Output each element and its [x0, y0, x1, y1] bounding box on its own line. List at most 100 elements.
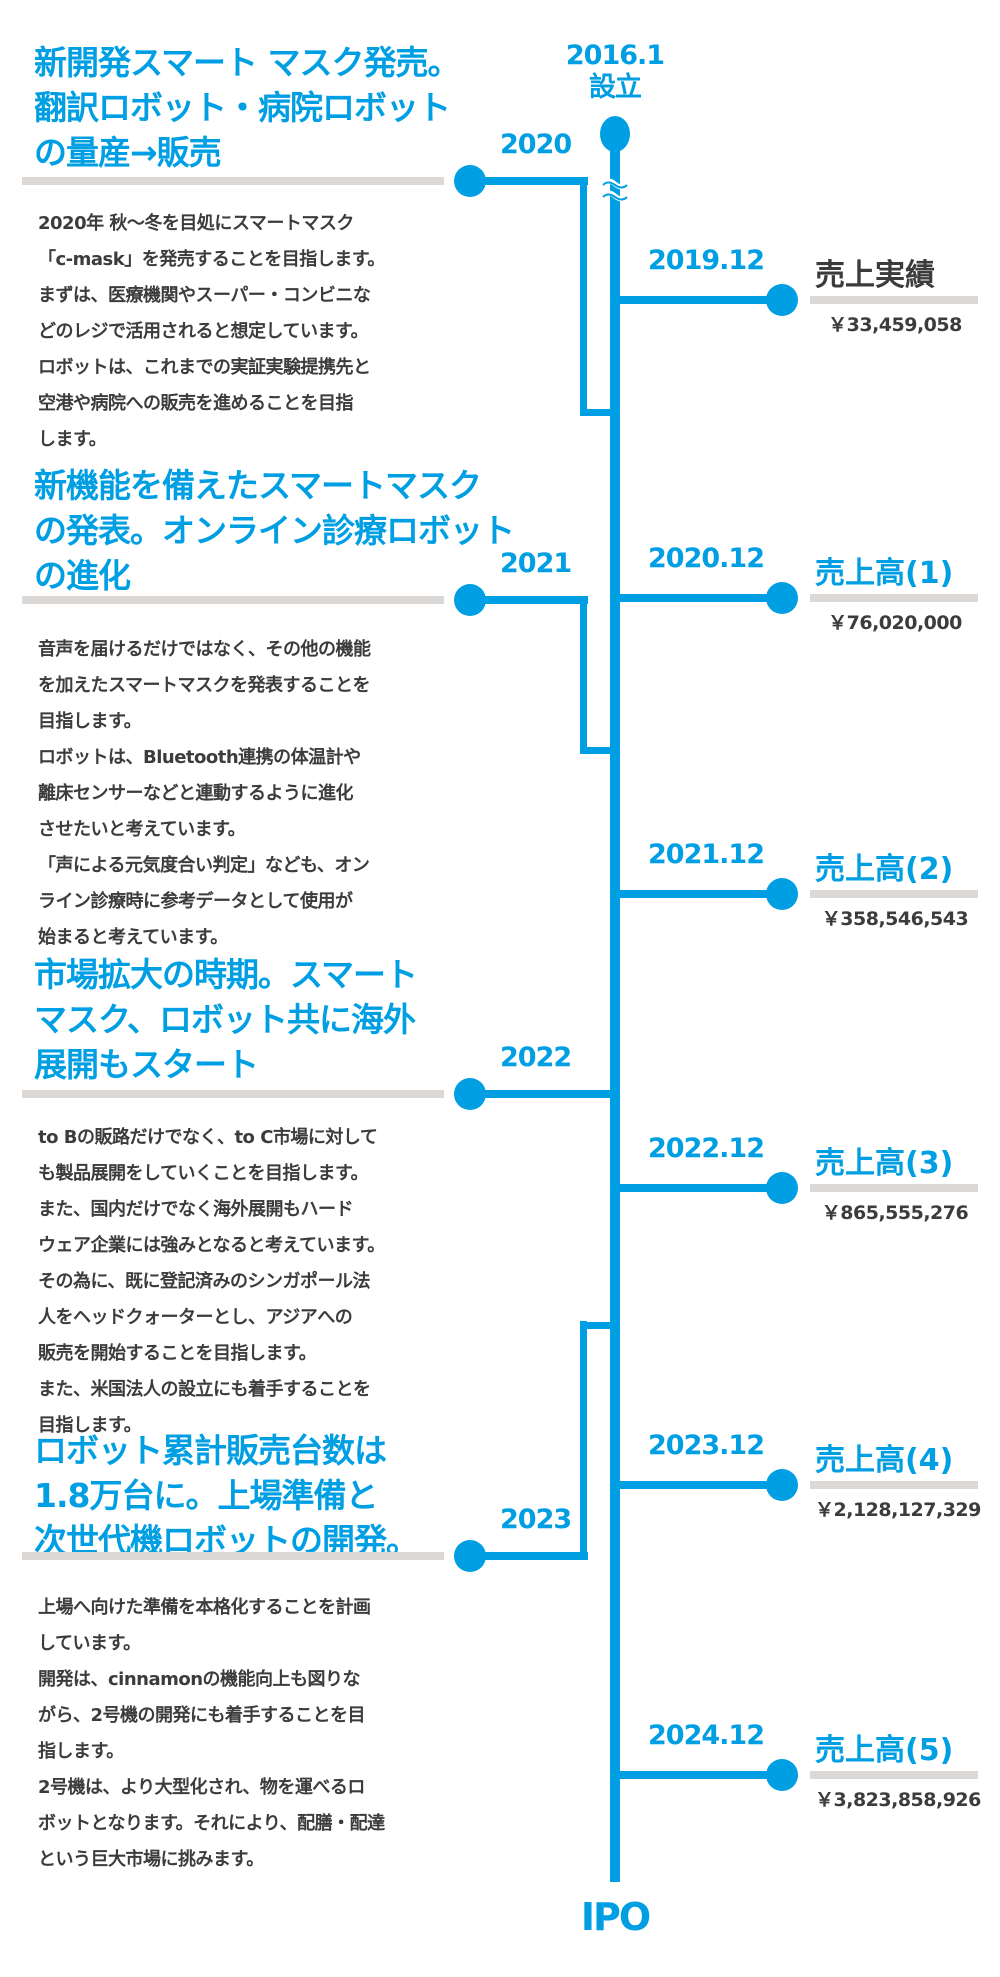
phase-body: 2020年 秋〜冬を目処にスマートマスク「c-mask」を発売することを目指しま… [38, 206, 458, 458]
phase-body-line: という巨大市場に挑みます。 [38, 1849, 264, 1870]
phase-year: 2023 [500, 1504, 572, 1535]
sales-dot [766, 582, 798, 614]
sales-date: 2023.12 [648, 1430, 765, 1461]
sales-date: 2021.12 [648, 839, 765, 870]
phase-body-line: 2020年 秋〜冬を目処にスマートマスク [38, 213, 354, 234]
sales-divider [810, 296, 978, 304]
phase-connector [580, 747, 612, 754]
phase-body-line: ロボットは、Bluetooth連携の体温計や [38, 747, 361, 768]
start-caption: 設立 [589, 72, 642, 103]
phase-body-line: 指します。 [38, 1741, 124, 1762]
phase-body-line: しています。 [38, 1633, 141, 1654]
sales-title: 売上高(3) [815, 1146, 954, 1181]
sales-connector [618, 296, 768, 304]
sales-connector [618, 890, 768, 898]
sales-divider [810, 1771, 978, 1779]
phase-connector [580, 596, 587, 754]
start-date: 2016.1 [565, 40, 665, 71]
phase-heading: 市場拡大の時期。スマート マスク、ロボット共に海外 展開もスタート [34, 952, 464, 1087]
phase-body-line: も製品展開をしていくことを目指します。 [38, 1163, 369, 1184]
phase-body-line: ボットとなります。それにより、配膳・配達 [38, 1813, 385, 1834]
phase-divider [22, 1552, 444, 1560]
sales-connector [618, 1184, 768, 1192]
phase-body-line: 「c-mask」を発売することを目指します。 [38, 249, 385, 270]
phase-body-line: また、米国法人の設立にも着手することを [38, 1379, 371, 1400]
sales-title: 売上実績 [815, 258, 935, 293]
sales-dot [766, 284, 798, 316]
phase-connector [580, 409, 612, 416]
phase-heading: 新開発スマート マスク発売。 翻訳ロボット・病院ロボット の量産→販売 [34, 40, 464, 175]
break-wave-icon [600, 178, 630, 202]
phase-heading: ロボット累計販売台数は 1.8万台に。上場準備と 次世代機ロボットの開発。 [34, 1428, 464, 1563]
sales-date: 2024.12 [648, 1720, 765, 1751]
sales-amount: ￥76,020,000 [828, 612, 962, 634]
phase-heading-line: の進化 [34, 556, 131, 595]
phase-connector [470, 1552, 588, 1560]
phase-divider [22, 596, 444, 604]
phase-body-line: 人をヘッドクォーターとし、アジアへの [38, 1307, 353, 1328]
phase-body-line: 「声による元気度合い判定」なども、オン [38, 855, 370, 876]
phase-body-line: させたいと考えています。 [38, 819, 246, 840]
phase-heading-line: 新機能を備えたスマートマスク [34, 466, 482, 505]
phase-body-line: ウェア企業には強みとなると考えています。 [38, 1235, 385, 1256]
phase-body-line: まずは、医療機関やスーパー・コンビニな [38, 285, 371, 306]
phase-connector [580, 177, 587, 416]
phase-divider [22, 1090, 444, 1098]
phase-heading-line: 展開もスタート [34, 1045, 259, 1084]
sales-amount: ￥3,823,858,926 [815, 1789, 981, 1811]
phase-body-line: 離床センサーなどと連動するように進化 [38, 783, 354, 804]
phase-heading-line: の量産→販売 [34, 133, 222, 172]
phase-body-line: その為に、既に登記済みのシンガポール法 [38, 1271, 370, 1292]
phase-heading-line: マスク、ロボット共に海外 [34, 1000, 416, 1039]
phase-body-line: どのレジで活用されると想定しています。 [38, 321, 369, 342]
sales-date: 2020.12 [648, 543, 765, 574]
phase-body-line: がら、2号機の開発にも着手することを目 [38, 1705, 366, 1726]
phase-connector [470, 1090, 612, 1098]
phase-connector [580, 1322, 612, 1329]
main-timeline-line [610, 140, 620, 1882]
phase-body-line: ライン診療時に参考データとして使用が [38, 891, 353, 912]
phase-connector [470, 177, 588, 185]
phase-body: 上場へ向けた準備を本格化することを計画 しています。開発は、cinnamonの機能… [38, 1590, 458, 1878]
phase-year: 2021 [500, 548, 572, 579]
phase-body: 音声を届けるだけではなく、その他の機能 を加えたスマートマスクを発表することを 目指… [38, 632, 458, 956]
sales-amount: ￥865,555,276 [821, 1202, 969, 1224]
phase-body-line: to Bの販路だけでなく、to C市場に対して [38, 1127, 378, 1148]
sales-dot [766, 878, 798, 910]
end-label: IPO [580, 1895, 651, 1939]
phase-connector [470, 596, 588, 604]
phase-body-line: します。 [38, 429, 107, 450]
sales-amount: ￥2,128,127,329 [815, 1499, 981, 1521]
sales-divider [810, 594, 978, 602]
sales-date: 2022.12 [648, 1133, 765, 1164]
phase-heading-line: ロボット累計販売台数は [34, 1431, 387, 1470]
phase-heading-line: の発表。オンライン診療ロボット [34, 511, 515, 550]
sales-connector [618, 1481, 768, 1489]
phase-heading-line: 1.8万台に。上場準備と [34, 1476, 378, 1515]
phase-heading-line: 新開発スマート マスク発売。 [34, 43, 461, 82]
sales-dot [766, 1469, 798, 1501]
phase-body-line: 開発は、cinnamonの機能向上も図りな [38, 1669, 361, 1690]
sales-amount: ￥358,546,543 [821, 908, 969, 930]
sales-connector [618, 1771, 768, 1779]
phase-body-line: 上場へ向けた準備を本格化することを計画 [38, 1597, 371, 1618]
phase-heading-line: 市場拡大の時期。スマート [34, 955, 418, 994]
phase-body-line: 販売を開始することを目指します。 [38, 1343, 317, 1364]
sales-date: 2019.12 [648, 245, 765, 276]
phase-heading: 新機能を備えたスマートマスク の発表。オンライン診療ロボット の進化 [34, 463, 515, 598]
sales-divider [810, 1184, 978, 1192]
phase-heading-line: 翻訳ロボット・病院ロボット [34, 88, 451, 127]
phase-body-line: 目指します。 [38, 711, 142, 732]
phase-connector [580, 1321, 587, 1560]
sales-dot [766, 1172, 798, 1204]
start-label: 2016.1 設立 [565, 40, 665, 104]
phase-body-line: ロボットは、これまでの実証実験提携先と [38, 357, 371, 378]
sales-title: 売上高(1) [815, 556, 954, 591]
phase-body-line: を加えたスマートマスクを発表することを [38, 675, 370, 696]
phase-body-line: 音声を届けるだけではなく、その他の機能 [38, 639, 371, 660]
sales-amount: ￥33,459,058 [828, 314, 962, 336]
sales-divider [810, 1481, 978, 1489]
phase-divider [22, 177, 444, 185]
sales-title: 売上高(5) [815, 1733, 954, 1768]
phase-body-line: 目指します。 [38, 1415, 142, 1436]
